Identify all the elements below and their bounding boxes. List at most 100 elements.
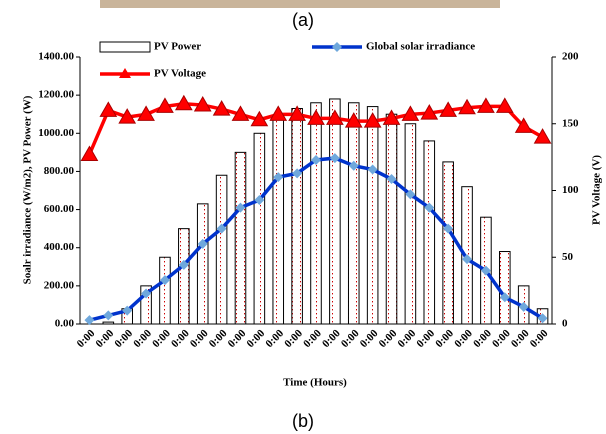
bar [140,285,152,325]
bar [310,102,322,325]
y-tick-label: 200.00 [44,279,75,291]
marker [156,97,174,113]
x-tick-label: 0:00 [112,327,135,350]
legend-swatch [119,68,131,78]
y-axis-title: Soalr irradiance (W/m2), PV Power (W) [22,95,34,284]
bar [329,98,341,325]
marker [193,96,212,112]
marker [533,128,552,144]
x-tick-label: 0:00 [377,327,400,350]
bar [499,251,511,325]
x-tick-label: 0:00 [320,327,343,350]
marker [159,275,170,286]
x-tick-label: 0:00 [509,327,532,350]
marker [439,101,458,117]
y-tick-label: 1400.00 [38,51,74,63]
y-tick-label: 0.00 [55,318,75,330]
marker [329,153,340,164]
photo-strip [100,0,500,8]
marker [458,98,476,115]
caption-b: (b) [292,411,314,431]
bar [291,107,303,325]
marker [367,164,378,175]
bar [366,106,379,325]
y-tick-label: 800.00 [44,165,75,177]
x-tick-label: 0:00 [471,327,494,350]
y-tick-label: 400.00 [44,241,75,253]
y-tick-label: 1000.00 [38,127,74,139]
x-tick-label: 0:00 [452,327,475,350]
marker [514,117,533,133]
marker [80,145,99,161]
marker [99,101,118,117]
marker [269,105,288,121]
marker [84,315,95,326]
bar [404,123,417,325]
y-tick-label: 1200.00 [38,89,74,101]
bar [215,174,228,325]
x-tick-label: 0:00 [282,327,305,350]
legend-swatch [332,42,342,52]
x-tick-label: 0:00 [226,327,249,350]
x-tick-label: 0:00 [131,327,154,350]
legend-label: PV Voltage [154,68,206,80]
bar [178,228,190,325]
legend-label: PV Power [154,41,201,53]
marker [141,288,152,299]
x-tick-label: 0:00 [433,327,456,350]
y2-tick-label: 150 [562,117,579,129]
marker [518,301,529,312]
bar [347,102,360,325]
x-tick-label: 0:00 [358,327,381,350]
caption-a: (a) [292,10,314,30]
marker [401,105,420,121]
bar [159,256,171,325]
marker [288,105,306,121]
bar [253,132,266,325]
marker [537,313,548,324]
marker [216,223,227,234]
marker [118,108,137,124]
marker [311,154,321,165]
x-tick-label: 0:00 [150,327,173,350]
x-tick-label: 0:00 [207,327,230,350]
x-tick-label: 0:00 [528,327,551,350]
bar [423,140,436,325]
marker [174,94,193,111]
x-tick-label: 0:00 [263,327,286,350]
marker [254,195,265,206]
marker [363,112,382,128]
marker [499,292,510,303]
y2-tick-label: 100 [562,184,579,196]
marker [122,305,133,316]
marker [292,168,303,179]
x-tick-label: 0:00 [490,327,513,350]
x-tick-label: 0:00 [414,327,437,350]
bar [442,161,454,325]
marker [480,265,491,276]
bar [272,117,285,325]
marker [386,174,397,185]
bar [196,203,209,325]
x-tick-label: 0:00 [339,327,362,350]
marker [382,109,401,125]
marker [420,104,439,120]
x-tick-label: 0:00 [93,327,116,350]
x-tick-label: 0:00 [245,327,268,350]
y2-tick-label: 0 [562,318,568,330]
bar [385,113,398,325]
marker [137,105,155,121]
marker [273,172,284,183]
marker [197,238,208,249]
marker [250,110,269,127]
y-tick-label: 600.00 [44,203,75,215]
x-tick-label: 0:00 [396,327,419,350]
y2-axis-title: PV Voltage (V) [591,155,603,225]
marker [348,160,359,171]
legend-swatch [99,41,151,53]
marker [307,109,325,125]
x-tick-label: 0:00 [169,327,192,350]
marker [212,100,231,116]
legend-label: Global solar irradiance [366,41,475,53]
